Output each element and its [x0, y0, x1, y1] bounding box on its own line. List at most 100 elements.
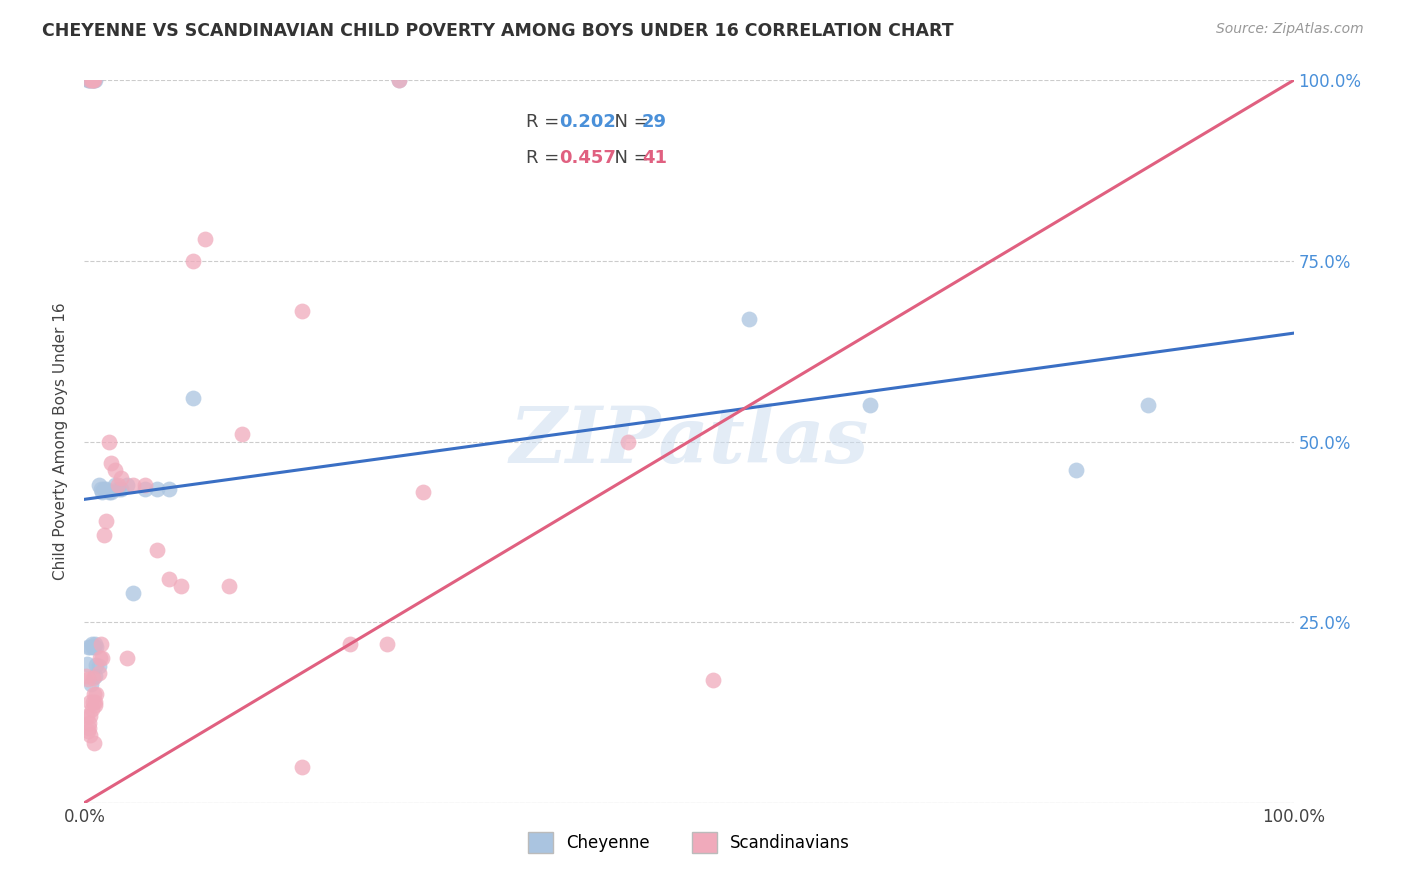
Point — [412, 485, 434, 500]
Point — [80, 677, 103, 691]
Point — [738, 311, 761, 326]
Point — [97, 434, 120, 449]
Point — [375, 637, 398, 651]
Point — [83, 73, 105, 87]
Point — [100, 485, 122, 500]
Point — [77, 73, 100, 87]
Point — [90, 482, 112, 496]
Point — [79, 73, 101, 87]
Point — [83, 687, 105, 701]
Point — [231, 427, 253, 442]
Point — [82, 671, 104, 685]
Point — [93, 482, 115, 496]
Point — [84, 698, 107, 713]
Point — [291, 304, 314, 318]
Point — [339, 637, 361, 651]
Legend: Cheyenne, Scandinavians: Cheyenne, Scandinavians — [522, 826, 856, 860]
Point — [75, 669, 97, 683]
Point — [82, 640, 104, 655]
Point — [859, 398, 882, 412]
Point — [110, 482, 132, 496]
Point — [181, 253, 204, 268]
Point — [93, 528, 115, 542]
Point — [91, 651, 114, 665]
Point — [146, 482, 169, 496]
Point — [76, 657, 98, 671]
Text: 29: 29 — [641, 112, 666, 131]
Point — [77, 73, 100, 87]
Point — [94, 514, 117, 528]
Point — [82, 73, 104, 87]
Point — [1137, 398, 1160, 412]
Point — [157, 482, 180, 496]
Point — [80, 637, 103, 651]
Point — [87, 478, 110, 492]
Point — [388, 73, 411, 87]
Point — [115, 651, 138, 665]
Point — [86, 687, 108, 701]
Point — [79, 695, 101, 709]
Point — [84, 73, 107, 87]
Text: R =: R = — [526, 149, 565, 167]
Point — [84, 637, 107, 651]
Text: CHEYENNE VS SCANDINAVIAN CHILD POVERTY AMONG BOYS UNDER 16 CORRELATION CHART: CHEYENNE VS SCANDINAVIAN CHILD POVERTY A… — [42, 22, 953, 40]
Point — [194, 232, 217, 246]
Point — [82, 695, 104, 709]
Point — [1064, 463, 1087, 477]
Point — [617, 434, 640, 449]
Point — [107, 478, 129, 492]
Point — [77, 723, 100, 738]
Point — [79, 728, 101, 742]
Point — [87, 658, 110, 673]
Text: 0.457: 0.457 — [560, 149, 616, 167]
Point — [107, 482, 129, 496]
Point — [82, 73, 104, 87]
Y-axis label: Child Poverty Among Boys Under 16: Child Poverty Among Boys Under 16 — [53, 302, 69, 581]
Point — [104, 463, 127, 477]
Point — [157, 572, 180, 586]
Point — [115, 478, 138, 492]
Point — [121, 586, 143, 600]
Point — [77, 722, 100, 736]
Text: N =: N = — [603, 149, 655, 167]
Point — [83, 73, 105, 87]
Point — [97, 485, 120, 500]
Point — [84, 695, 107, 709]
Point — [77, 673, 100, 687]
Point — [79, 640, 101, 655]
Point — [79, 73, 101, 87]
Point — [110, 470, 132, 484]
Point — [76, 709, 98, 723]
Point — [86, 640, 108, 655]
Point — [77, 640, 100, 655]
Point — [104, 478, 127, 492]
Point — [134, 478, 156, 492]
Point — [291, 760, 314, 774]
Point — [181, 391, 204, 405]
Point — [83, 640, 105, 655]
Point — [89, 651, 111, 665]
Text: ZIPatlas: ZIPatlas — [509, 403, 869, 480]
Point — [83, 736, 105, 750]
Text: R =: R = — [526, 112, 565, 131]
Point — [80, 73, 103, 87]
Text: 41: 41 — [641, 149, 666, 167]
Point — [87, 665, 110, 680]
Point — [121, 478, 143, 492]
Text: N =: N = — [603, 112, 655, 131]
Point — [90, 637, 112, 651]
Point — [388, 73, 411, 87]
Point — [77, 716, 100, 731]
Point — [170, 579, 193, 593]
Text: Source: ZipAtlas.com: Source: ZipAtlas.com — [1216, 22, 1364, 37]
Point — [80, 702, 103, 716]
Point — [100, 456, 122, 470]
Point — [91, 485, 114, 500]
Point — [146, 542, 169, 557]
Point — [84, 668, 107, 682]
Text: 0.202: 0.202 — [560, 112, 616, 131]
Point — [84, 658, 107, 673]
Point — [134, 482, 156, 496]
Point — [218, 579, 240, 593]
Point — [80, 73, 103, 87]
